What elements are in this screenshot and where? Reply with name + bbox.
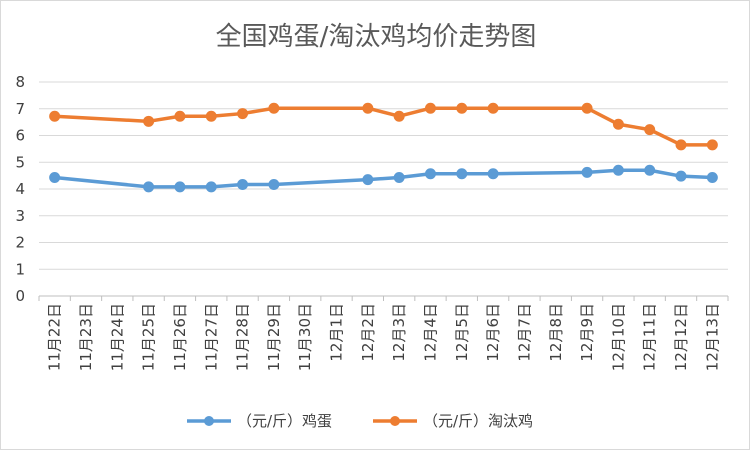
data-point <box>424 102 436 114</box>
data-point <box>675 170 687 182</box>
y-axis-ticks: 0 1 2 3 4 5 6 7 8 <box>15 73 25 305</box>
y-tick-label: 0 <box>15 287 25 305</box>
legend-label: （元/斤）淘汰鸡 <box>423 412 533 430</box>
x-axis-ticks: 11月22日 11月23日 11月24日 11月25日 11月26日 11月27日 11月2… <box>38 296 729 371</box>
data-point <box>143 115 155 127</box>
y-tick-label: 5 <box>15 153 25 171</box>
data-point <box>393 110 405 122</box>
x-tick-label: 11月26日 <box>171 303 189 371</box>
data-point <box>174 181 186 193</box>
x-tick-label: 12月10日 <box>609 303 627 371</box>
x-tick-label: 11月29日 <box>265 303 283 371</box>
series-1 <box>49 102 718 151</box>
data-point <box>706 139 718 151</box>
x-tick-label: 11月28日 <box>234 303 252 371</box>
y-tick-label: 3 <box>15 207 25 225</box>
x-tick-label: 12月6日 <box>484 303 502 362</box>
grid-lines <box>39 81 728 297</box>
data-point <box>49 171 61 183</box>
data-point <box>49 110 61 122</box>
x-tick-label: 11月25日 <box>140 303 158 371</box>
x-tick-label: 11月30日 <box>296 303 314 371</box>
series-line <box>52 168 715 189</box>
y-tick-label: 1 <box>15 260 25 278</box>
y-tick-label: 8 <box>15 73 25 91</box>
data-point <box>487 168 499 180</box>
x-tick-label: 12月7日 <box>515 303 533 362</box>
y-tick-label: 4 <box>15 180 25 198</box>
data-point <box>612 118 624 130</box>
data-point <box>581 102 593 114</box>
y-tick-label: 2 <box>15 234 25 252</box>
series-0 <box>49 164 718 193</box>
data-point <box>487 102 499 114</box>
x-tick-label: 12月2日 <box>359 303 377 362</box>
data-point <box>456 168 468 180</box>
x-tick-label: 12月9日 <box>578 303 596 362</box>
x-tick-label: 12月11日 <box>641 303 659 371</box>
x-tick-label: 12月13日 <box>703 303 721 371</box>
data-point <box>644 164 656 176</box>
data-point <box>205 181 217 193</box>
data-point <box>362 174 374 186</box>
chart-title: 全国鸡蛋/淘汰鸡均价走势图 <box>216 22 537 52</box>
data-point <box>644 124 656 136</box>
data-point <box>268 178 280 190</box>
data-point <box>675 139 687 151</box>
data-point <box>143 181 155 193</box>
data-point <box>393 171 405 183</box>
data-point <box>174 110 186 122</box>
x-tick-label: 12月3日 <box>390 303 408 362</box>
data-point <box>456 102 468 114</box>
legend: （元/斤）鸡蛋 （元/斤）淘汰鸡 <box>187 412 533 430</box>
data-point <box>237 108 249 120</box>
x-tick-label: 12月1日 <box>328 303 346 362</box>
legend-label: （元/斤）鸡蛋 <box>237 412 332 430</box>
x-tick-label: 12月4日 <box>421 303 439 362</box>
data-point <box>424 168 436 180</box>
y-tick-label: 7 <box>15 100 25 118</box>
data-point <box>612 164 624 176</box>
data-point <box>706 171 718 183</box>
x-tick-label: 11月22日 <box>46 303 64 371</box>
x-tick-label: 11月23日 <box>77 303 95 371</box>
y-tick-label: 6 <box>15 127 25 145</box>
series-layer <box>49 102 718 193</box>
x-tick-label: 12月12日 <box>672 303 690 371</box>
legend-marker <box>390 416 400 426</box>
legend-marker <box>204 416 214 426</box>
series-line <box>52 106 715 147</box>
data-point <box>362 102 374 114</box>
data-point <box>237 178 249 190</box>
data-point <box>581 166 593 178</box>
x-tick-label: 11月27日 <box>202 303 220 371</box>
x-tick-label: 12月5日 <box>453 303 471 362</box>
x-tick-label: 11月24日 <box>108 303 126 371</box>
x-tick-label: 12月8日 <box>547 303 565 362</box>
data-point <box>205 110 217 122</box>
data-point <box>268 102 280 114</box>
